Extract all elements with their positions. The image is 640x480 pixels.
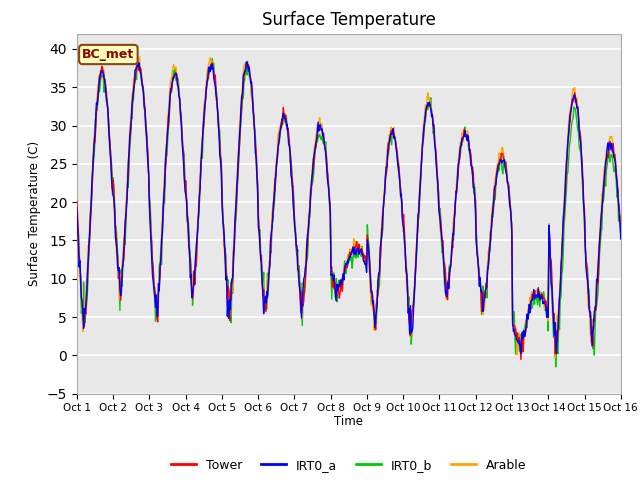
Arable [551, 355, 559, 360]
IRT0_b [431, 149, 439, 155]
IRT0_b [552, 364, 559, 370]
X-axis label: Time: Time [334, 415, 364, 428]
IRT0_b [194, 220, 202, 226]
Tower [223, 296, 231, 301]
Tower [73, 198, 81, 204]
IRT0_b [209, 56, 216, 61]
IRT0_a [194, 226, 202, 231]
Arable [223, 295, 231, 301]
IRT0_b [83, 301, 90, 307]
Tower [517, 357, 525, 362]
IRT0_b [617, 236, 625, 241]
IRT0_a [83, 290, 90, 296]
Title: Surface Temperature: Surface Temperature [262, 11, 436, 29]
Arable [140, 95, 147, 100]
Tower [209, 60, 216, 66]
Tower [416, 196, 424, 202]
Line: IRT0_b: IRT0_b [77, 59, 621, 367]
Y-axis label: Surface Temperature (C): Surface Temperature (C) [28, 141, 41, 286]
IRT0_a [553, 351, 561, 357]
Line: Tower: Tower [77, 63, 621, 360]
Arable [431, 143, 439, 149]
IRT0_a [223, 274, 230, 280]
Legend: Tower, IRT0_a, IRT0_b, Arable: Tower, IRT0_a, IRT0_b, Arable [166, 454, 532, 477]
Arable [195, 202, 202, 207]
Tower [83, 293, 90, 299]
Line: IRT0_a: IRT0_a [77, 62, 621, 354]
IRT0_b [139, 86, 147, 92]
IRT0_b [73, 186, 81, 192]
Tower [617, 227, 625, 232]
IRT0_a [243, 59, 251, 65]
Tower [194, 220, 202, 226]
IRT0_a [139, 84, 147, 89]
Arable [83, 278, 90, 284]
IRT0_b [416, 199, 424, 204]
Tower [431, 144, 439, 150]
Arable [136, 54, 143, 60]
IRT0_a [73, 205, 81, 211]
IRT0_b [223, 278, 231, 284]
IRT0_a [416, 191, 424, 197]
Arable [617, 231, 625, 237]
IRT0_a [617, 236, 625, 242]
Arable [416, 188, 424, 193]
Arable [73, 209, 81, 215]
Text: BC_met: BC_met [82, 48, 134, 61]
Tower [139, 82, 147, 88]
Line: Arable: Arable [77, 57, 621, 358]
IRT0_a [431, 147, 439, 153]
